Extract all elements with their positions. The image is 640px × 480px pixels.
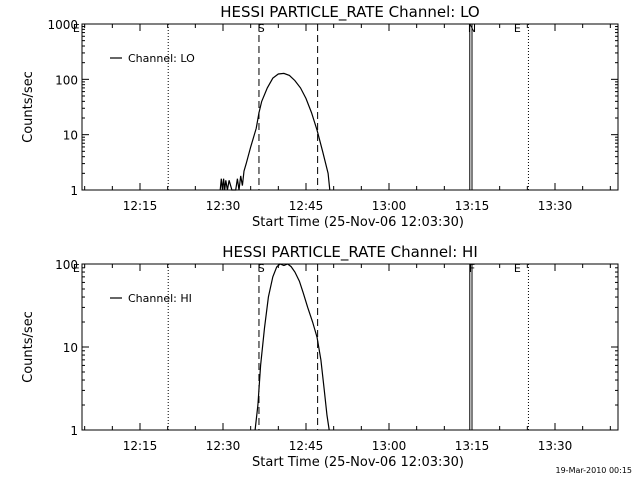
lo-series-line [219, 72, 331, 191]
hi-series-line [254, 263, 330, 431]
hi-x-tick-label: 13:15 [455, 439, 490, 453]
hi-plot-frame [81, 263, 619, 431]
lo-y-tick-label: 10 [63, 129, 78, 143]
footer-timestamp: 19-Mar-2010 00:15 [555, 466, 633, 475]
lo-y-tick-label: 1 [70, 184, 78, 198]
hi-annotation-label: S [258, 262, 265, 275]
hi-y-tick-label: 1 [70, 424, 78, 438]
lo-x-tick-label: 13:15 [455, 199, 490, 213]
hi-x-tick-label: 12:15 [123, 439, 158, 453]
lo-channel-chart: HESSI PARTICLE_RATE Channel: LOE S N E11010… [21, 3, 619, 230]
hi-annotation-label: E [514, 262, 521, 275]
hi-y-axis-label: Counts/sec [21, 311, 36, 383]
lo-y-axis-label: Counts/sec [21, 71, 36, 143]
hi-x-tick-label: 12:45 [289, 439, 324, 453]
lo-x-tick-label: 12:45 [289, 199, 324, 213]
hi-x-tick-label: 13:30 [538, 439, 573, 453]
lo-x-tick-label: 13:30 [538, 199, 573, 213]
hi-x-axis-label: Start Time (25-Nov-06 12:03:30) [252, 455, 464, 470]
hi-annotation-label: E [73, 262, 80, 275]
hi-y-tick-label: 100 [55, 258, 78, 272]
lo-y-tick-label: 1000 [47, 18, 78, 32]
lo-annotation-label: S [258, 22, 265, 35]
lo-x-axis-label: Start Time (25-Nov-06 12:03:30) [252, 215, 464, 230]
lo-legend-label: Channel: LO [128, 52, 195, 65]
hi-x-tick-label: 12:30 [206, 439, 241, 453]
hi-legend-label: Channel: HI [128, 292, 192, 305]
lo-x-tick-label: 13:00 [372, 199, 407, 213]
hi-channel-chart: HESSI PARTICLE_RATE Channel: HIESFE11010… [21, 243, 619, 470]
hi-chart-title: HESSI PARTICLE_RATE Channel: HI [222, 243, 478, 262]
lo-x-tick-label: 12:30 [206, 199, 241, 213]
hi-x-tick-label: 13:00 [372, 439, 407, 453]
lo-annotation-label: E [514, 22, 521, 35]
lo-annotation-label: E [73, 22, 80, 35]
lo-y-tick-label: 100 [55, 73, 78, 87]
lo-chart-title: HESSI PARTICLE_RATE Channel: LO [220, 3, 479, 22]
lo-plot-frame [81, 23, 619, 191]
lo-x-tick-label: 12:15 [123, 199, 158, 213]
hi-y-tick-label: 10 [63, 341, 78, 355]
